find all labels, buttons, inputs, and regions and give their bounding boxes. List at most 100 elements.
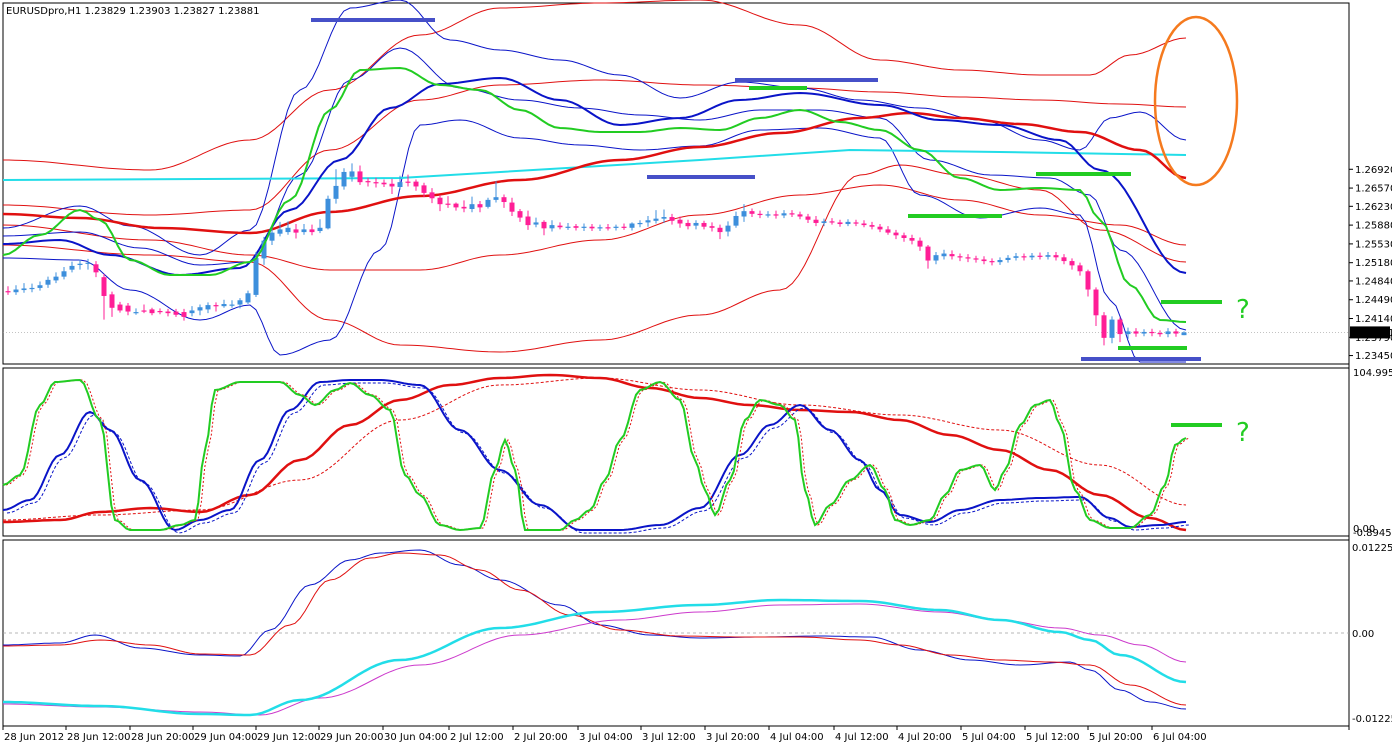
candle-body (605, 227, 611, 229)
candle-bear (773, 210, 779, 219)
candle-body (325, 198, 331, 229)
candle-bear (837, 219, 843, 227)
macd-tick-label: 0.01225 (1352, 543, 1392, 554)
candle-bull (645, 215, 651, 227)
candle-bull (1045, 251, 1051, 260)
candle-body (1069, 261, 1075, 266)
candle-bear (829, 218, 835, 225)
candle-body (389, 183, 395, 187)
candle-bull (997, 257, 1003, 265)
candle-bull (197, 304, 203, 316)
axis-layer: 1.26920 1.26570 1.26230 1.25880 1.25530 1.251… (2, 165, 1392, 743)
candle-body (725, 225, 731, 232)
candle-bull (189, 306, 195, 317)
candle-body (109, 294, 115, 308)
candle-body (493, 197, 499, 200)
candle-bull (1013, 253, 1019, 261)
candle-bear (1037, 252, 1043, 260)
candle-body (589, 226, 595, 229)
macd-trend-cyan (3, 598, 1187, 717)
candle-bear (141, 304, 147, 314)
candle-bear (5, 286, 11, 295)
candle-bear (1133, 328, 1139, 337)
candle-bear (405, 174, 411, 187)
candle-body (429, 192, 435, 199)
macd-line-blue (3, 549, 1187, 710)
candle-bear (437, 195, 443, 212)
candle-body (925, 246, 931, 261)
annotation-layer (311, 15, 1239, 427)
candle-body (877, 226, 883, 230)
candle-bull (237, 298, 243, 309)
candle-body (541, 221, 547, 229)
time-tick-label: 3 Jul 20:00 (706, 732, 760, 743)
candle-bull (133, 308, 139, 315)
candle-bull (29, 283, 35, 293)
candle-body (781, 213, 787, 216)
candle-body (501, 197, 507, 203)
candle-bear (965, 254, 971, 263)
candle-body (1173, 331, 1179, 334)
candle-body (293, 229, 299, 233)
candle-bear (749, 208, 755, 218)
time-tick-label: 29 Jun 20:00 (320, 732, 384, 743)
candle-bear (797, 211, 803, 220)
candle-bear (909, 234, 915, 245)
candle-body (701, 222, 707, 227)
candle-body (901, 235, 907, 238)
candle-bear (805, 213, 811, 223)
candle-body (5, 291, 11, 293)
candle-body (1157, 333, 1163, 335)
candle-bull (693, 220, 699, 230)
macd-tick-label: -0.01225 (1352, 714, 1392, 725)
candle-bear (429, 188, 435, 204)
candle-bull (333, 169, 339, 204)
candle-body (749, 211, 755, 214)
candle-body (845, 221, 851, 225)
candle-bull (341, 168, 347, 190)
time-tick-label: 3 Jul 04:00 (579, 732, 633, 743)
candle-body (821, 221, 827, 223)
candle-bear (525, 210, 531, 230)
candle-body (661, 217, 667, 219)
candle-body (965, 257, 971, 259)
candle-body (237, 300, 243, 305)
candle-body (69, 265, 75, 270)
candle-body (533, 222, 539, 225)
candle-body (741, 211, 747, 217)
oscillator-tick-label: 0.00 (1353, 524, 1375, 535)
time-tick-label: 28 Jun 20:00 (131, 732, 195, 743)
candle-bear (373, 177, 379, 188)
candle-bear (677, 216, 683, 228)
macd-panel (3, 549, 1349, 717)
time-tick-label: 3 Jul 12:00 (642, 732, 696, 743)
candle-body (261, 240, 267, 259)
price-tick-label: 1.25180 (1355, 258, 1392, 269)
candle-bear (757, 210, 763, 219)
candle-bear (389, 178, 395, 194)
price-tick-label: 1.26920 (1355, 165, 1392, 176)
candle-bull (1029, 253, 1035, 260)
time-tick-label: 28 Jun 12:00 (67, 732, 131, 743)
candle-bull (69, 261, 75, 273)
candle-bull (653, 210, 659, 224)
candle-body (181, 312, 187, 317)
candle-body (597, 227, 603, 229)
candle-body (989, 261, 995, 263)
candle-bull (85, 258, 91, 270)
candle-bear (213, 302, 219, 312)
candle-body (669, 217, 675, 221)
candle-bear (109, 291, 115, 317)
candle-bull (45, 276, 51, 288)
candle-body (573, 226, 579, 228)
candle-body (421, 185, 427, 193)
candle-body (133, 312, 139, 314)
chart-title: EURUSDpro,H1 1.23829 1.23903 1.23827 1.2… (6, 6, 260, 17)
time-tick-label: 5 Jul 12:00 (1026, 732, 1080, 743)
candle-body (333, 185, 339, 199)
candle-bear (957, 253, 963, 262)
candles (5, 163, 1187, 346)
candle-body (757, 213, 763, 216)
time-tick-label: 4 Jul 20:00 (898, 732, 952, 743)
